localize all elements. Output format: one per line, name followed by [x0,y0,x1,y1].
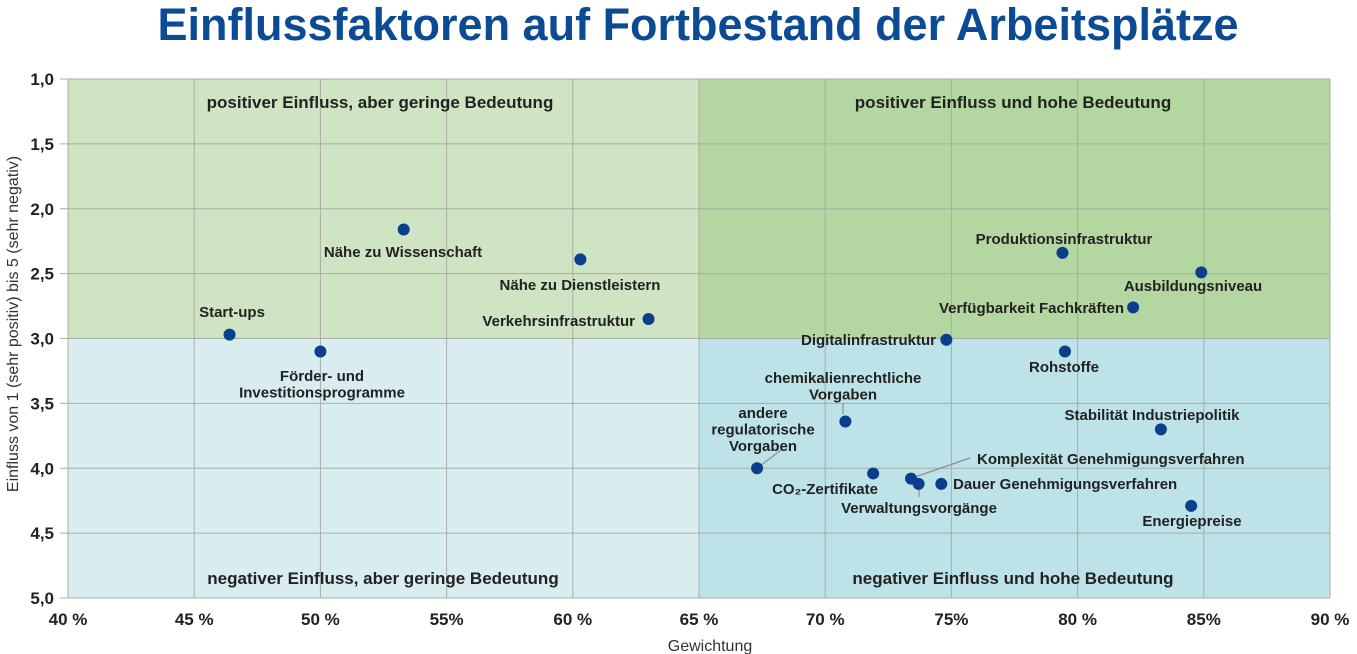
x-tick-label: 65 % [680,610,719,629]
point-label: chemikalienrechtliche [765,370,922,387]
x-tick-label: 60 % [553,610,592,629]
x-tick-label: 75% [934,610,968,629]
data-point [223,328,236,341]
point-label: regulatorische [711,422,814,439]
quadrant-negative-high-label: negativer Einfluss und hohe Bedeutung [852,569,1173,588]
y-tick-label: 5,0 [30,589,54,608]
point-label: Investitionsprogramme [239,385,405,402]
leader-line [914,457,971,478]
quadrant-negative-low-label: negativer Einfluss, aber geringe Bedeutu… [207,569,558,588]
point-label: Rohstoffe [1029,359,1099,376]
point-label: Stabilität Industriepolitik [1064,407,1240,424]
data-point [397,223,410,236]
data-point [314,345,327,358]
y-axis-label: Einfluss von 1 (sehr positiv) bis 5 (seh… [5,156,22,492]
quadrant-positive-high-label: positiver Einfluss und hohe Bedeutung [855,93,1171,112]
point-label: Dauer Genehmigungsverfahren [953,476,1177,493]
x-tick-label: 85% [1187,610,1221,629]
point-label: Start-ups [199,304,265,321]
data-point [1058,345,1071,358]
x-tick-label: 70 % [806,610,845,629]
data-point [1195,266,1208,279]
data-point [751,462,764,475]
data-point [1154,423,1167,436]
leader-line [759,449,782,467]
point-label: CO₂-Zertifikate [772,481,878,498]
point-label: Verfügbarkeit Fachkräften [939,300,1124,317]
data-point [912,477,925,490]
point-label: Digitalinfrastruktur [801,332,936,349]
data-point [867,467,880,480]
quadrant-positive-low-label: positiver Einfluss, aber geringe Bedeutu… [207,93,554,112]
point-label: Vorgaben [729,438,797,455]
data-point [574,253,587,266]
x-tick-label: 90 % [1311,610,1350,629]
y-tick-label: 3,5 [30,394,54,413]
data-point [1056,246,1069,259]
y-tick-label: 2,0 [30,200,54,219]
point-label: Nähe zu Wissenschaft [324,244,482,261]
point-label: Verkehrsinfrastruktur [482,313,635,330]
x-tick-label: 80 % [1058,610,1097,629]
data-point [1127,301,1140,314]
x-tick-label: 55% [430,610,464,629]
x-axis-label: Gewichtung [668,638,753,654]
point-label: Ausbildungsniveau [1124,278,1262,295]
y-tick-label: 2,5 [30,265,54,284]
chart-title: Einflussfaktoren auf Fortbestand der Arb… [157,0,1238,50]
y-tick-label: 3,0 [30,330,54,349]
x-tick-label: 50 % [301,610,340,629]
point-label: Energiepreise [1142,513,1241,530]
y-tick-label: 1,0 [30,70,54,89]
y-tick-label: 4,5 [30,524,54,543]
data-point [839,415,852,428]
y-tick-label: 4,0 [30,459,54,478]
point-label: Vorgaben [809,387,877,404]
x-tick-label: 40 % [49,610,88,629]
data-point [935,477,948,490]
point-label: Produktionsinfrastruktur [976,231,1153,248]
y-tick-label: 1,5 [30,135,54,154]
point-label: Komplexität Genehmigungsverfahren [977,451,1245,468]
data-point [940,333,953,346]
point-label: Verwaltungsvorgänge [841,500,997,517]
point-label: andere [738,405,787,422]
point-label: Förder- und [280,368,364,385]
data-point [1185,499,1198,512]
data-point [642,313,655,326]
point-label: Nähe zu Dienstleistern [500,277,661,294]
x-tick-label: 45 % [175,610,214,629]
